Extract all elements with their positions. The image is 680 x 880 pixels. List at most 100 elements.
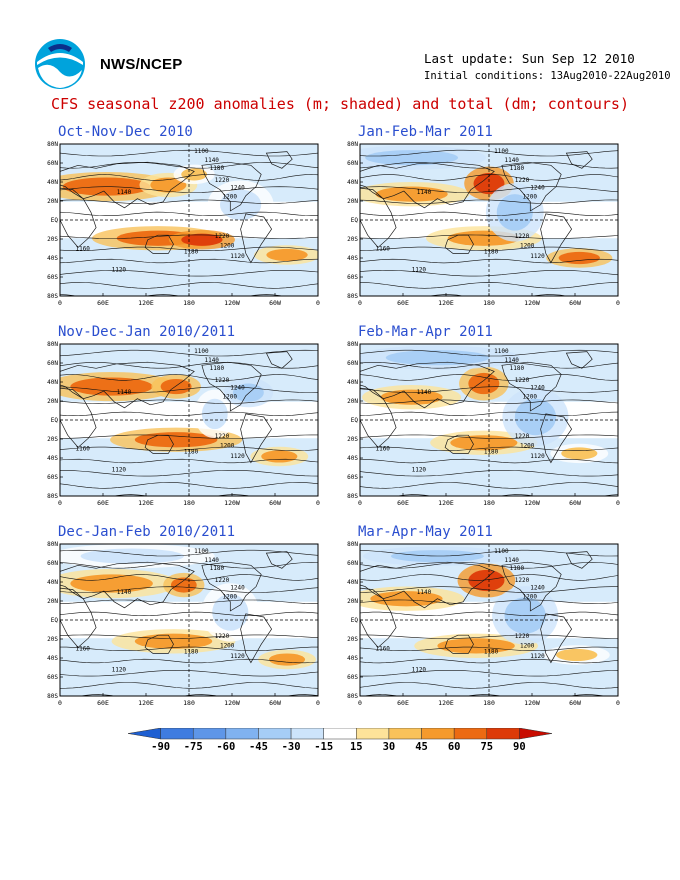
map-plot: 1100114011801220124012001140122012001180… <box>347 341 620 507</box>
lat-label: EQ <box>351 417 359 424</box>
contour-label: 1220 <box>515 377 530 384</box>
lat-label: 80S <box>47 493 58 500</box>
map-plot: 1100114011801220124012001140122012001180… <box>347 141 620 307</box>
contour-label: 1120 <box>112 267 127 274</box>
coastline <box>565 551 593 569</box>
anomaly-blob <box>561 447 598 460</box>
lat-label: EQ <box>351 617 359 624</box>
colorbar-label: -15 <box>314 741 333 753</box>
contour-line <box>60 634 318 639</box>
coastline <box>201 561 262 612</box>
colorbar-label: -45 <box>249 741 268 753</box>
contour-label: 1220 <box>515 177 530 184</box>
lat-label: EQ <box>51 617 59 624</box>
contour-label: 1200 <box>523 594 538 601</box>
contour-label: 1220 <box>515 233 530 240</box>
contour-label: 1160 <box>75 645 90 652</box>
lat-label: 80N <box>347 541 358 548</box>
contour-line <box>60 482 318 489</box>
map-panel-djf-2010-2011: Dec-Jan-Feb 2010/2011 1100 1140 1180 1220 12… <box>47 524 378 714</box>
contour-label: 1140 <box>504 357 519 364</box>
map-field: 1100114011801220124012001140122012001180… <box>360 344 618 496</box>
map-panel-ond-2010: Oct-Nov-Dec 2010 1100 1140 1180 1220 1240 120… <box>47 124 378 314</box>
lat-label: 40S <box>47 455 58 462</box>
contour-line <box>360 670 618 677</box>
colorbar-label: 75 <box>480 741 493 753</box>
lat-label: 20N <box>47 198 58 205</box>
contour-line <box>60 646 318 652</box>
coastline <box>360 587 397 648</box>
lon-label: 60E <box>397 699 409 707</box>
contour-line <box>60 682 318 689</box>
map-field: 1100114011801220124012001140122012001180… <box>60 344 318 496</box>
map-plot: 1100114011801220124012001140122012001180… <box>347 541 620 707</box>
lon-label: 0 <box>358 699 362 707</box>
coastline <box>60 187 97 248</box>
coastline <box>60 361 195 409</box>
contour-line <box>60 562 318 569</box>
anomaly-blob <box>181 233 223 246</box>
contour-label: 1180 <box>510 365 525 372</box>
coastline <box>360 161 495 209</box>
anomaly-blob <box>150 177 187 193</box>
lat-label: 40S <box>347 455 358 462</box>
lat-label: 60S <box>347 274 358 281</box>
contour-label: 1100 <box>194 548 209 555</box>
contour-label: 1100 <box>494 148 509 155</box>
contour-label: 1220 <box>215 177 230 184</box>
contour-label: 1140 <box>117 389 132 396</box>
contour-line <box>360 162 618 169</box>
contour-line <box>60 599 318 604</box>
anomaly-blob <box>437 638 515 654</box>
panel-title: Mar-Apr-May 2011 <box>358 524 493 540</box>
contour-label: 1220 <box>215 377 230 384</box>
anomaly-blob <box>212 594 249 631</box>
contour-label: 1160 <box>375 645 390 652</box>
contour-label: 1120 <box>412 467 427 474</box>
contour-label: 1200 <box>223 394 238 401</box>
map-panel-fma-2011: Feb-Mar-Apr 2011 1100 1140 1180 1220 1240 120… <box>347 324 678 514</box>
panel-title: Dec-Jan-Feb 2010/2011 <box>58 524 236 540</box>
coastline <box>540 213 573 264</box>
anomaly-blob <box>556 648 598 662</box>
contour-label: 1220 <box>215 233 230 240</box>
contour-label: 1160 <box>75 245 90 252</box>
lon-label: 120W <box>524 499 540 507</box>
anomaly-blob <box>266 248 308 262</box>
contour-line <box>60 186 318 193</box>
lat-label: 60S <box>47 274 58 281</box>
lon-label: 120E <box>438 499 454 507</box>
lat-label: 80N <box>347 341 358 348</box>
lat-label: 60S <box>47 474 58 481</box>
colorbar-legend: -90 -75 -60 -45 -30 -15 15 30 45 60 75 90 <box>127 728 553 753</box>
lon-label: 60W <box>569 499 581 507</box>
coastline <box>240 213 273 264</box>
lat-label: 20N <box>347 598 358 605</box>
lon-label: 60E <box>97 699 109 707</box>
contour-label: 1140 <box>417 589 432 596</box>
contour-line <box>60 611 318 617</box>
lat-label: 40N <box>47 579 58 586</box>
map-field: 1100114011801220124012001140122012001180… <box>60 144 318 296</box>
lat-label: 20S <box>347 236 358 243</box>
coastline <box>240 613 273 664</box>
colorbar-swatch <box>127 728 161 740</box>
contour-label: 1140 <box>504 157 519 164</box>
lon-label: 0 <box>616 299 620 307</box>
lon-label: 0 <box>316 499 320 507</box>
contour-line <box>360 682 618 689</box>
lat-label: 40S <box>47 655 58 662</box>
lat-label: 80N <box>47 141 58 148</box>
contour-label: 1100 <box>194 148 209 155</box>
colorbar-swatch <box>519 728 553 740</box>
lon-label: 60W <box>269 499 281 507</box>
lon-label: 120W <box>224 499 240 507</box>
colorbar-swatch <box>290 728 324 740</box>
lat-label: 40N <box>347 579 358 586</box>
colorbar-swatch <box>258 728 292 740</box>
colorbar-label: 15 <box>350 741 363 753</box>
contour-label: 1180 <box>210 365 225 372</box>
coastline <box>265 351 293 369</box>
contour-label: 1100 <box>494 548 509 555</box>
coastline <box>501 561 562 612</box>
